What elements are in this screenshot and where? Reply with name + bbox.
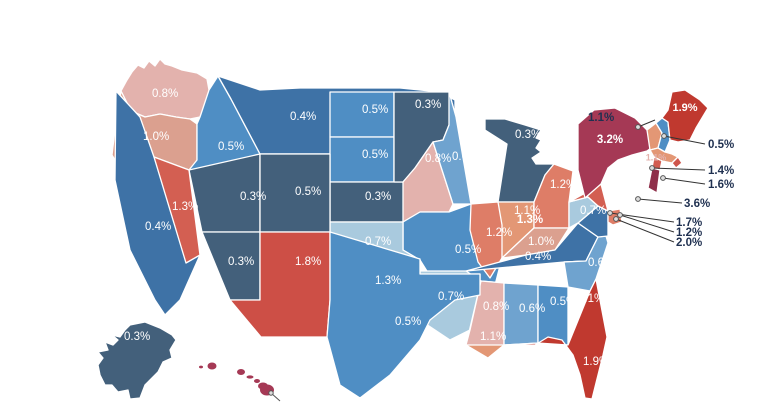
svg-text:0.5%: 0.5% bbox=[362, 149, 388, 161]
svg-text:0.4%: 0.4% bbox=[290, 111, 316, 123]
svg-text:0.3%: 0.3% bbox=[515, 129, 541, 141]
svg-text:0.8%: 0.8% bbox=[425, 153, 451, 165]
svg-text:0.5%: 0.5% bbox=[218, 141, 244, 153]
svg-text:0.5%: 0.5% bbox=[362, 104, 388, 116]
svg-text:3.6%: 3.6% bbox=[684, 198, 710, 210]
svg-text:0.7%: 0.7% bbox=[365, 236, 391, 248]
svg-text:0.5%: 0.5% bbox=[455, 244, 481, 256]
svg-text:1.4%: 1.4% bbox=[708, 165, 734, 177]
svg-text:0.3%: 0.3% bbox=[240, 191, 266, 203]
svg-text:0.5%: 0.5% bbox=[395, 316, 421, 328]
svg-text:1.2%: 1.2% bbox=[486, 227, 512, 239]
svg-text:1.1%: 1.1% bbox=[480, 331, 506, 343]
svg-text:0.5%: 0.5% bbox=[295, 186, 321, 198]
svg-text:0.5%: 0.5% bbox=[708, 139, 734, 151]
svg-text:1.3%: 1.3% bbox=[375, 275, 401, 287]
svg-text:0.3%: 0.3% bbox=[124, 331, 150, 343]
svg-text:0.5%: 0.5% bbox=[550, 296, 576, 308]
svg-text:0.8%: 0.8% bbox=[152, 88, 178, 100]
svg-text:1.6%: 1.6% bbox=[708, 179, 734, 191]
svg-text:1.3%: 1.3% bbox=[517, 214, 543, 226]
svg-text:0.6%: 0.6% bbox=[452, 151, 478, 163]
svg-text:1.8%: 1.8% bbox=[295, 256, 321, 268]
svg-text:2.0%: 2.0% bbox=[676, 237, 702, 249]
svg-text:0.3%: 0.3% bbox=[228, 256, 254, 268]
svg-text:0.7%: 0.7% bbox=[438, 291, 464, 303]
svg-text:0.3%: 0.3% bbox=[415, 99, 441, 111]
svg-text:1.1%: 1.1% bbox=[578, 293, 604, 305]
svg-text:0.7%: 0.7% bbox=[580, 205, 606, 217]
svg-text:0.6%: 0.6% bbox=[519, 303, 545, 315]
svg-text:1.9%: 1.9% bbox=[583, 356, 609, 368]
svg-text:3.2%: 3.2% bbox=[597, 134, 623, 146]
svg-text:1.1%: 1.1% bbox=[588, 112, 614, 124]
svg-text:1.9%: 1.9% bbox=[672, 102, 697, 114]
svg-text:0.3%: 0.3% bbox=[365, 191, 391, 203]
svg-text:0.8%: 0.8% bbox=[483, 301, 509, 313]
svg-text:0.4%: 0.4% bbox=[145, 221, 171, 233]
svg-text:1.3%: 1.3% bbox=[172, 201, 198, 213]
svg-text:1.0%: 1.0% bbox=[528, 236, 554, 248]
svg-text:1.0%: 1.0% bbox=[143, 131, 169, 143]
svg-text:1.2%: 1.2% bbox=[550, 179, 576, 191]
svg-text:1.1%: 1.1% bbox=[646, 152, 667, 162]
svg-text:0.6%: 0.6% bbox=[588, 257, 614, 269]
svg-text:0.4%: 0.4% bbox=[525, 251, 551, 263]
